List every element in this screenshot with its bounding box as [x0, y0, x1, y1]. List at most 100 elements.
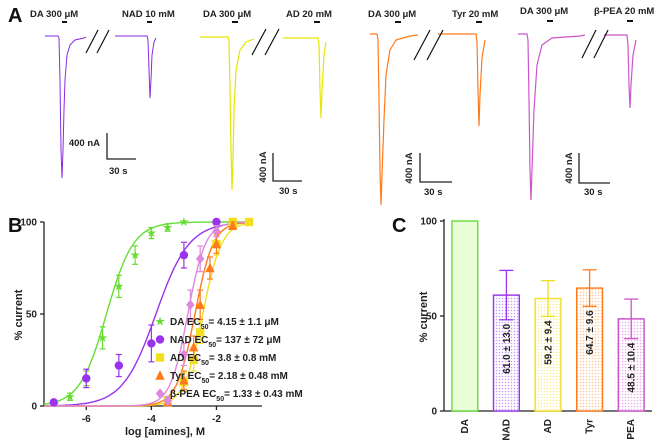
panel-a-letter: A [8, 5, 22, 27]
point-nad [114, 361, 124, 370]
trace-tyr-scale-x: 30 s [424, 187, 443, 198]
point-tyr [211, 238, 222, 249]
trace-nad: DA 300 μM NAD 10 mM 400 nA 30 s [30, 9, 175, 179]
bar-value-label-ad: 59.2 ± 9.4 [544, 320, 555, 365]
point-da [146, 228, 157, 238]
panel-b-points [49, 217, 254, 407]
trace-ad-break-2 [264, 28, 280, 56]
point-da [179, 217, 189, 227]
point-ad [244, 217, 254, 227]
trace-nad-post-label: NAD 10 mM [122, 9, 175, 20]
point-nad [179, 250, 189, 260]
point-pea [195, 253, 205, 264]
panel-b-xlabel: log [amines], M [125, 426, 205, 438]
bar-category-label-da: DA [460, 419, 471, 433]
trace-pea-break-2 [593, 29, 609, 59]
point-tyr [179, 375, 189, 385]
trace-nad-pre-label: DA 300 μM [30, 9, 78, 20]
trace-nad-da-response [45, 35, 87, 179]
trace-tyr-break-1 [413, 29, 431, 61]
trace-pea-scale-y: 400 nA [564, 152, 575, 183]
point-pea [212, 226, 221, 237]
trace-ad-scale-y: 400 nA [258, 151, 269, 182]
point-tyr [228, 220, 238, 230]
point-pea [163, 395, 172, 406]
trace-ad-response [283, 37, 327, 119]
panel-c-bars: DA 61.0 ± 13.0 NAD 59.2 ± 9.4 AD 64.7 ± 9.6 Ty… [451, 220, 645, 440]
panel-a-traces: DA 300 μM NAD 10 mM 400 nA 30 s DA 300 μ… [30, 6, 654, 206]
trace-pea-scale-bar [578, 153, 610, 184]
trace-pea-response [604, 34, 637, 109]
trace-tyr-break-2 [426, 29, 444, 61]
trace-tyr-da-response [370, 33, 419, 206]
trace-nad-scale-x: 30 s [109, 166, 128, 177]
trace-nad-break-1 [85, 29, 99, 54]
legend-label-ad: AD EC50= 3.8 ± 0.8 mM [170, 353, 276, 367]
legend-label-da: DA EC50= 4.15 ± 1.1 μM [170, 317, 279, 331]
point-ad [195, 328, 205, 337]
legend-marker-tyr [155, 370, 165, 380]
trace-ad-pre-label: DA 300 μM [203, 9, 251, 20]
panel-b-ylabel: % current [13, 289, 25, 340]
point-nad [49, 398, 58, 407]
trace-nad-scale-bar [106, 133, 136, 160]
bar-category-label-tyr: Tyr [585, 419, 596, 434]
legend-label-pea: β-PEA EC50= 1.33 ± 0.43 mM [170, 389, 303, 403]
bar-category-label-nad: NAD [501, 419, 512, 440]
trace-nad-scale-y: 400 nA [69, 138, 100, 149]
trace-tyr-pre-label: DA 300 μM [368, 9, 416, 20]
panel-c-ytick-label-100: 100 [420, 217, 437, 228]
point-pea [179, 349, 189, 360]
point-nad [82, 374, 91, 383]
point-ad [189, 355, 198, 365]
bar-value-label-tyr: 64.7 ± 9.6 [585, 310, 596, 355]
point-da [130, 250, 140, 260]
panel-b-ytick-label-0: 0 [31, 402, 37, 413]
point-nad [212, 217, 221, 227]
curve-pea [44, 221, 246, 407]
bar-category-label-pea: β-PEA [626, 419, 637, 440]
trace-tyr-scale-y: 400 nA [404, 152, 415, 183]
point-tyr [195, 299, 205, 309]
panel-b-xtick-label-1: -4 [147, 414, 156, 425]
point-tyr [188, 341, 199, 352]
point-da [65, 391, 75, 401]
panel-b-legend: DA EC50= 4.15 ± 1.1 μM NAD EC50= 137 ± 72… [155, 316, 303, 403]
bar-value-label-nad: 61.0 ± 13.0 [502, 323, 513, 373]
panel-b-ytick-label-50: 50 [26, 310, 38, 321]
trace-pea-da-response [518, 33, 586, 201]
bar-da [451, 220, 479, 412]
point-tyr [205, 262, 215, 273]
panel-c-ytick-label-0: 0 [431, 407, 437, 418]
point-da [97, 332, 108, 342]
trace-pea-break-1 [581, 29, 597, 59]
trace-pea-scale-x: 30 s [584, 187, 603, 198]
trace-ad-scale-bar [272, 153, 302, 182]
trace-ad-scale-x: 30 s [279, 186, 298, 197]
trace-pea-post-label: β-PEA 20 mM [594, 6, 654, 17]
trace-ad: DA 300 μM AD 20 mM 400 nA 30 s [200, 9, 332, 197]
trace-pea: DA 300 μM β-PEA 20 mM 400 nA 30 s [518, 6, 654, 201]
trace-ad-da-response [200, 36, 255, 191]
panel-c-letter: C [392, 215, 406, 237]
legend-marker-da [155, 316, 165, 326]
panel-b-dose-response: 0 50 100 -6 -4 -2 DA EC50= 4.15 ± 1.1 μM NAD E… [13, 217, 303, 438]
legend-label-tyr: Tyr EC50= 2.18 ± 0.48 mM [170, 371, 288, 385]
legend-label-nad: NAD EC50= 137 ± 72 μM [170, 335, 281, 349]
panel-b-xtick-label-2: -2 [212, 414, 221, 425]
panel-b-xtick-label-0: -6 [82, 414, 91, 425]
trace-tyr-scale-bar [419, 153, 452, 183]
bar-value-label-pea: 48.5 ± 10.4 [627, 342, 638, 392]
panel-c-ylabel: % current [418, 291, 430, 342]
panel-b-ytick-label-100: 100 [20, 218, 37, 229]
trace-pea-pre-label: DA 300 μM [520, 6, 568, 17]
bar-category-label-ad: AD [543, 419, 554, 433]
point-nad [147, 339, 156, 348]
point-pea [186, 299, 195, 310]
point-da [114, 281, 124, 291]
trace-nad-break-2 [96, 29, 110, 54]
trace-ad-post-label: AD 20 mM [286, 9, 332, 20]
trace-nad-response [115, 35, 157, 99]
trace-tyr-response [438, 33, 486, 127]
